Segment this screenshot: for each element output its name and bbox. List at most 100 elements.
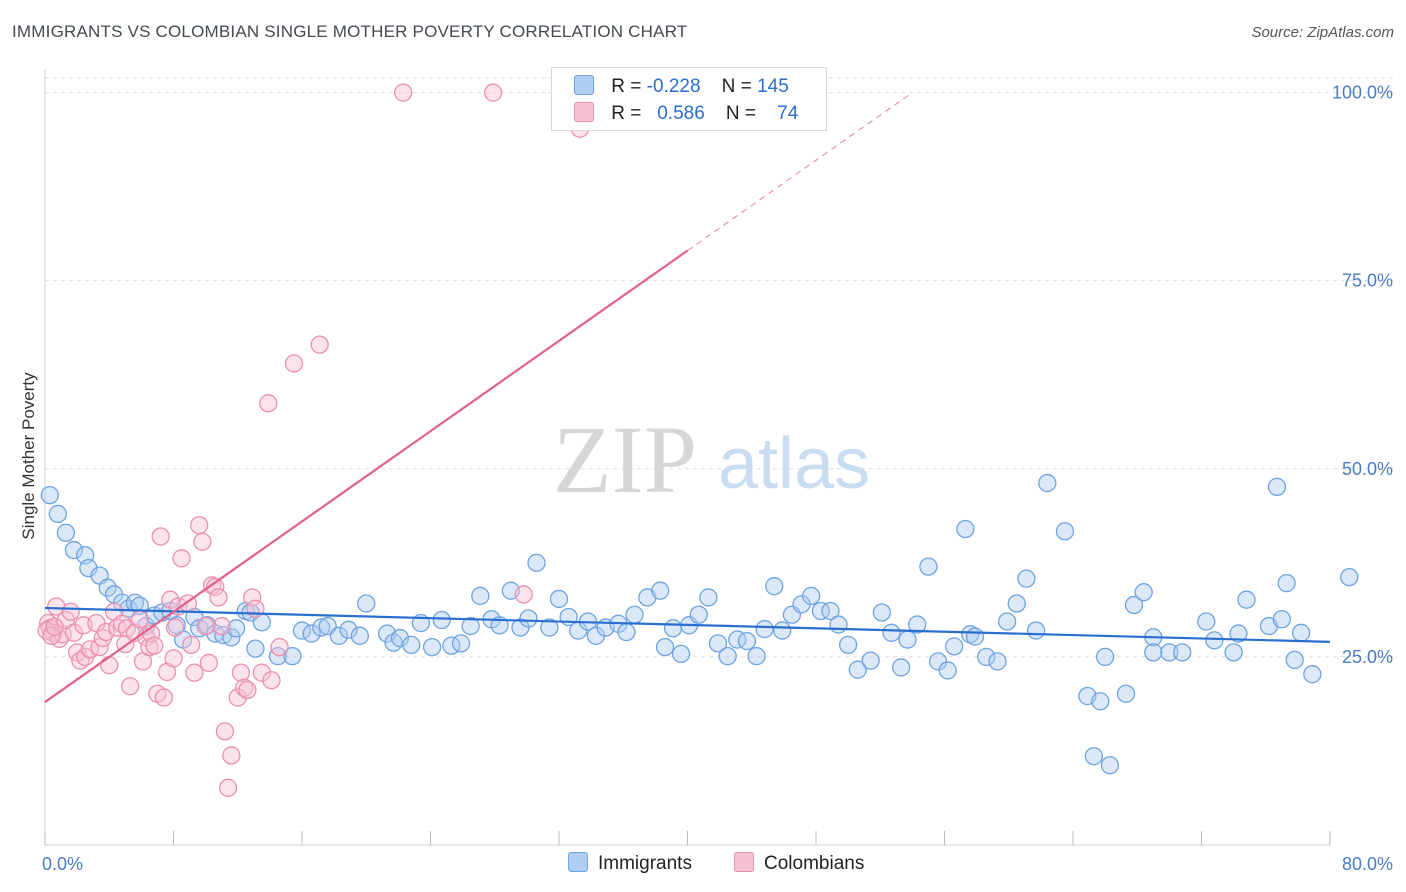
data-point — [663, 619, 683, 638]
data-point — [172, 549, 191, 568]
data-point — [215, 722, 235, 741]
data-point — [154, 688, 174, 707]
legend-r-value-colombians: 0.586 — [657, 103, 705, 124]
data-point — [394, 83, 413, 102]
data-point — [1272, 610, 1291, 629]
data-point — [651, 581, 670, 600]
data-point — [956, 519, 975, 539]
data-point — [747, 646, 766, 666]
data-point — [997, 612, 1017, 631]
data-point — [872, 603, 892, 622]
data-point — [1095, 647, 1115, 667]
legend-n-label: N = — [721, 76, 752, 97]
data-point — [821, 601, 840, 621]
source-credit: Source: ZipAtlas.com — [1251, 24, 1394, 41]
data-point — [329, 626, 349, 645]
data-point — [222, 746, 241, 765]
data-point — [671, 644, 691, 664]
legend-r-value-immigrants: -0.228 — [646, 76, 701, 97]
y-tick-label: 25.0% — [1342, 647, 1393, 667]
data-point — [145, 636, 164, 655]
data-point — [1038, 473, 1057, 493]
data-point — [120, 677, 140, 696]
data-point — [432, 610, 451, 630]
colombians-swatch — [574, 102, 594, 122]
legend-r-label: R = — [611, 76, 642, 97]
data-point — [48, 504, 67, 524]
data-point — [61, 602, 80, 621]
y-tick-label: 75.0% — [1342, 271, 1393, 291]
data-point — [451, 634, 471, 653]
data-point — [238, 680, 257, 700]
data-point — [130, 610, 149, 629]
data-point — [243, 588, 262, 607]
data-point — [1205, 631, 1224, 650]
data-point — [1197, 612, 1216, 631]
data-point — [1229, 624, 1248, 643]
data-point — [838, 635, 858, 655]
y-axis-label: Single Mother Poverty — [19, 372, 38, 540]
watermark: ZIP atlas — [553, 406, 870, 513]
watermark-zip: ZIP — [553, 406, 697, 513]
data-point — [1291, 623, 1311, 642]
data-point — [829, 615, 848, 634]
data-point — [1134, 583, 1153, 602]
data-point — [461, 616, 480, 636]
data-point — [339, 620, 358, 639]
data-point — [737, 631, 757, 651]
data-point — [848, 660, 867, 679]
data-point — [246, 639, 265, 658]
immigrants-points — [40, 473, 1359, 775]
data-point — [350, 626, 369, 645]
data-point — [1303, 665, 1322, 684]
data-point — [206, 577, 225, 597]
data-point — [891, 658, 911, 677]
data-point — [302, 624, 321, 643]
data-point — [284, 354, 304, 373]
x-tick-label-max: 80.0% — [1342, 854, 1393, 874]
data-point — [190, 516, 209, 535]
data-point — [1237, 590, 1256, 609]
data-point — [1026, 621, 1046, 640]
data-point — [98, 578, 117, 597]
trend-lines — [44, 92, 1331, 703]
data-point — [100, 656, 119, 675]
grid-lines — [45, 77, 1395, 658]
data-point — [908, 615, 927, 634]
data-point — [483, 83, 503, 102]
data-point — [1224, 643, 1243, 662]
colombians-trend-extension — [687, 92, 913, 252]
data-point — [718, 646, 737, 666]
data-point — [199, 653, 218, 673]
data-point — [898, 630, 917, 649]
data-point — [270, 637, 289, 657]
data-point — [228, 688, 247, 707]
x-tick-labels: 0.0% 80.0% — [42, 854, 1393, 874]
legend-r-label: R = — [611, 103, 642, 124]
data-point — [977, 647, 996, 667]
data-point — [471, 586, 490, 606]
data-point — [185, 663, 204, 682]
data-point — [699, 588, 718, 607]
data-point — [1084, 747, 1104, 766]
data-point — [259, 394, 278, 413]
y-tick-label: 100.0% — [1332, 83, 1393, 103]
data-point — [1267, 477, 1287, 496]
data-point — [549, 589, 569, 609]
data-point — [1160, 643, 1179, 662]
data-point — [1340, 567, 1359, 587]
chart-title: IMMIGRANTS VS COLOMBIAN SINGLE MOTHER PO… — [12, 22, 688, 41]
data-point — [519, 609, 538, 628]
data-point — [212, 616, 231, 636]
data-point — [540, 618, 559, 637]
data-point — [655, 637, 675, 657]
data-point — [802, 586, 821, 606]
data-point — [151, 527, 170, 546]
data-point — [944, 637, 964, 656]
axes — [44, 70, 1331, 846]
data-point — [96, 622, 116, 642]
data-point — [938, 661, 957, 680]
bottom-legend-colombians: Colombians — [734, 852, 864, 875]
data-point — [1144, 643, 1163, 662]
